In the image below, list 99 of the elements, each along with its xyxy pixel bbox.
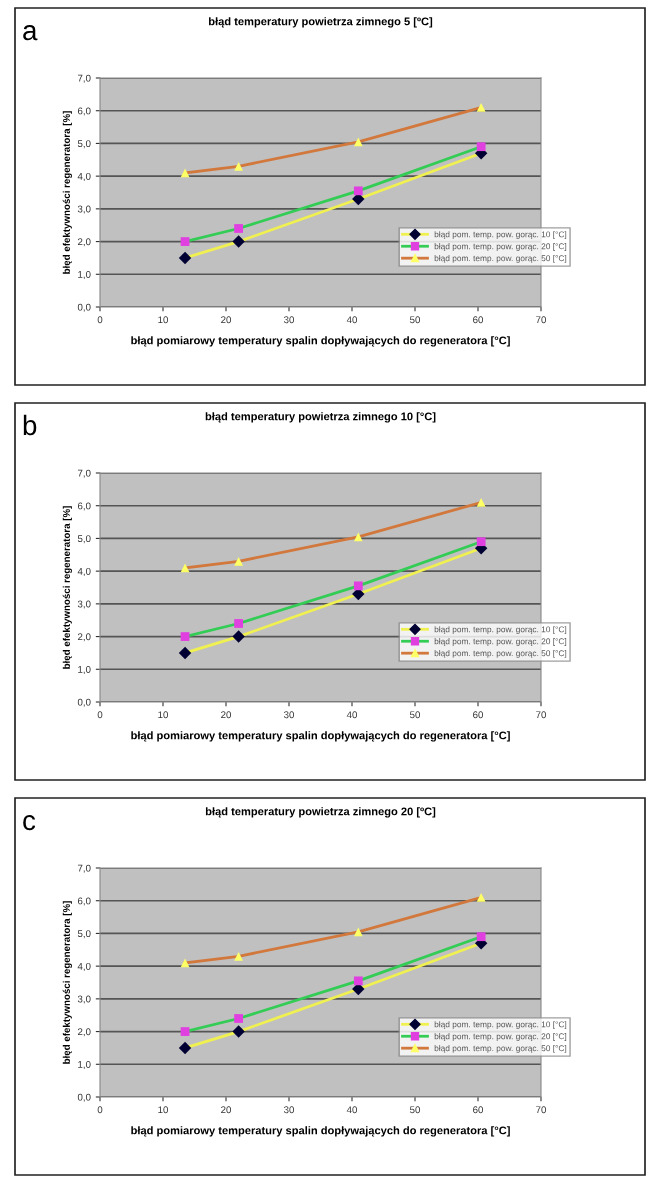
legend-label: błąd pom. temp. pow. gorąc. 50 [°C]: [434, 255, 567, 263]
y-tick-label: 7,0: [77, 469, 91, 478]
point: [476, 498, 486, 507]
x-tick-label: 40: [346, 1106, 358, 1114]
point: [180, 958, 190, 968]
point: [476, 142, 486, 152]
x-tick-label: 10: [158, 316, 169, 324]
y-tick-label: 4,0: [77, 962, 91, 971]
point: [232, 1025, 245, 1038]
x-tick-label: 20: [221, 1106, 232, 1114]
x-tick-label: 30: [283, 711, 295, 719]
y-tick-label: 3,0: [77, 600, 91, 609]
x-tick-label: 0: [97, 711, 103, 719]
y-tick-label: 6,0: [77, 897, 91, 906]
y-tick-label: 3,0: [77, 205, 91, 214]
y-tick-label: 5,0: [77, 140, 91, 149]
y-tick-label: 1,0: [78, 666, 91, 675]
x-tick-label: 50: [409, 1106, 421, 1114]
y-tick-label: 3,0: [77, 995, 91, 1004]
point: [476, 103, 486, 112]
point: [178, 251, 192, 265]
x-tick-label: 40: [346, 711, 358, 719]
x-tick-label: 60: [473, 316, 484, 324]
point: [353, 532, 363, 542]
point: [180, 237, 190, 246]
x-tick-label: 10: [158, 1106, 169, 1114]
point: [234, 619, 243, 628]
point: [353, 581, 363, 591]
y-tick-label: 5,0: [77, 535, 91, 544]
y-tick-label: 6,0: [77, 107, 91, 116]
point: [180, 632, 190, 641]
y-tick-label: 1,0: [78, 1061, 91, 1070]
y-tick-label: 4,0: [77, 567, 91, 576]
y-tick-label: 0,0: [77, 303, 91, 312]
y-tick-label: 4,0: [77, 172, 91, 181]
point: [353, 186, 363, 196]
chart-title: błąd temperatury powietrza zimnego 20 [ºC]: [205, 807, 436, 818]
x-axis-title: błąd pomiarowy temperatury spalin dopływających do regeneratora [°C]: [131, 336, 510, 347]
x-tick-label: 70: [536, 316, 547, 324]
point: [353, 927, 363, 937]
x-tick-label: 70: [536, 1106, 547, 1114]
x-tick-label: 30: [283, 316, 295, 324]
x-tick-label: 50: [409, 711, 421, 719]
legend-label: błąd pom. temp. pow. gorąc. 50 [°C]: [434, 650, 567, 658]
y-tick-label: 0,0: [77, 698, 91, 707]
legend-label: błąd pom. temp. pow. gorąc. 50 [°C]: [434, 1045, 567, 1053]
y-tick-label: 1,0: [78, 271, 91, 280]
point: [476, 932, 486, 942]
point: [234, 224, 243, 233]
x-axis-title: błąd pomiarowy temperatury spalin dopływających do regeneratora [°C]: [131, 731, 510, 742]
y-tick-label: 2,0: [77, 238, 91, 247]
y-tick-label: 0,0: [77, 1093, 91, 1102]
point: [232, 630, 245, 643]
x-axis-title: błąd pomiarowy temperatury spalin dopływających do regeneratora [°C]: [131, 1126, 510, 1137]
x-tick-label: 0: [97, 316, 103, 324]
point: [178, 1041, 192, 1055]
point: [353, 137, 363, 147]
legend-label: błąd pom. temp. pow. gorąc. 10 [°C]: [434, 1021, 567, 1029]
y-tick-label: 2,0: [77, 633, 91, 642]
point: [180, 563, 190, 573]
point: [476, 537, 486, 547]
x-tick-label: 60: [473, 1106, 484, 1114]
x-tick-label: 70: [536, 711, 547, 719]
y-axis-title: błęd efektywności regeneratora [%]: [62, 506, 72, 669]
point: [234, 951, 243, 961]
y-axis-title: błęd efektywności regeneratora [%]: [62, 901, 72, 1064]
point: [232, 235, 245, 248]
point: [234, 1014, 243, 1023]
x-tick-label: 20: [221, 316, 232, 324]
legend-label: błąd pom. temp. pow. gorąc. 20 [°C]: [434, 243, 567, 251]
point: [234, 161, 243, 171]
point: [476, 893, 486, 902]
text: c: [23, 815, 36, 831]
y-tick-label: 7,0: [77, 74, 91, 83]
x-tick-label: 60: [473, 711, 484, 719]
chart-title: błąd temperatury powietrza zimnego 10 [°C]: [205, 412, 436, 423]
point: [180, 168, 190, 178]
text: b: [23, 414, 37, 436]
legend-label: błąd pom. temp. pow. gorąc. 10 [°C]: [434, 626, 567, 634]
y-tick-label: 2,0: [77, 1028, 91, 1037]
legend-label: błąd pom. temp. pow. gorąc. 20 [°C]: [434, 1033, 567, 1041]
legend-label: błąd pom. temp. pow. gorąc. 20 [°C]: [434, 638, 567, 646]
point: [234, 556, 243, 566]
y-tick-label: 7,0: [77, 864, 91, 873]
point: [178, 646, 192, 660]
y-axis-title: błęd efektywności regeneratora [%]: [62, 111, 72, 274]
y-tick-label: 6,0: [77, 502, 91, 511]
chart-title: błąd temperatury powietrza zimnego 5 [ºC]: [209, 17, 433, 28]
x-tick-label: 30: [283, 1106, 295, 1114]
point: [353, 976, 363, 986]
text: a: [23, 25, 38, 41]
y-tick-label: 5,0: [77, 930, 91, 939]
x-tick-label: 0: [97, 1106, 103, 1114]
legend-label: błąd pom. temp. pow. gorąc. 10 [°C]: [434, 231, 567, 239]
x-tick-label: 40: [346, 316, 358, 324]
x-tick-label: 10: [158, 711, 169, 719]
x-tick-label: 20: [221, 711, 232, 719]
point: [180, 1027, 190, 1036]
x-tick-label: 50: [409, 316, 421, 324]
